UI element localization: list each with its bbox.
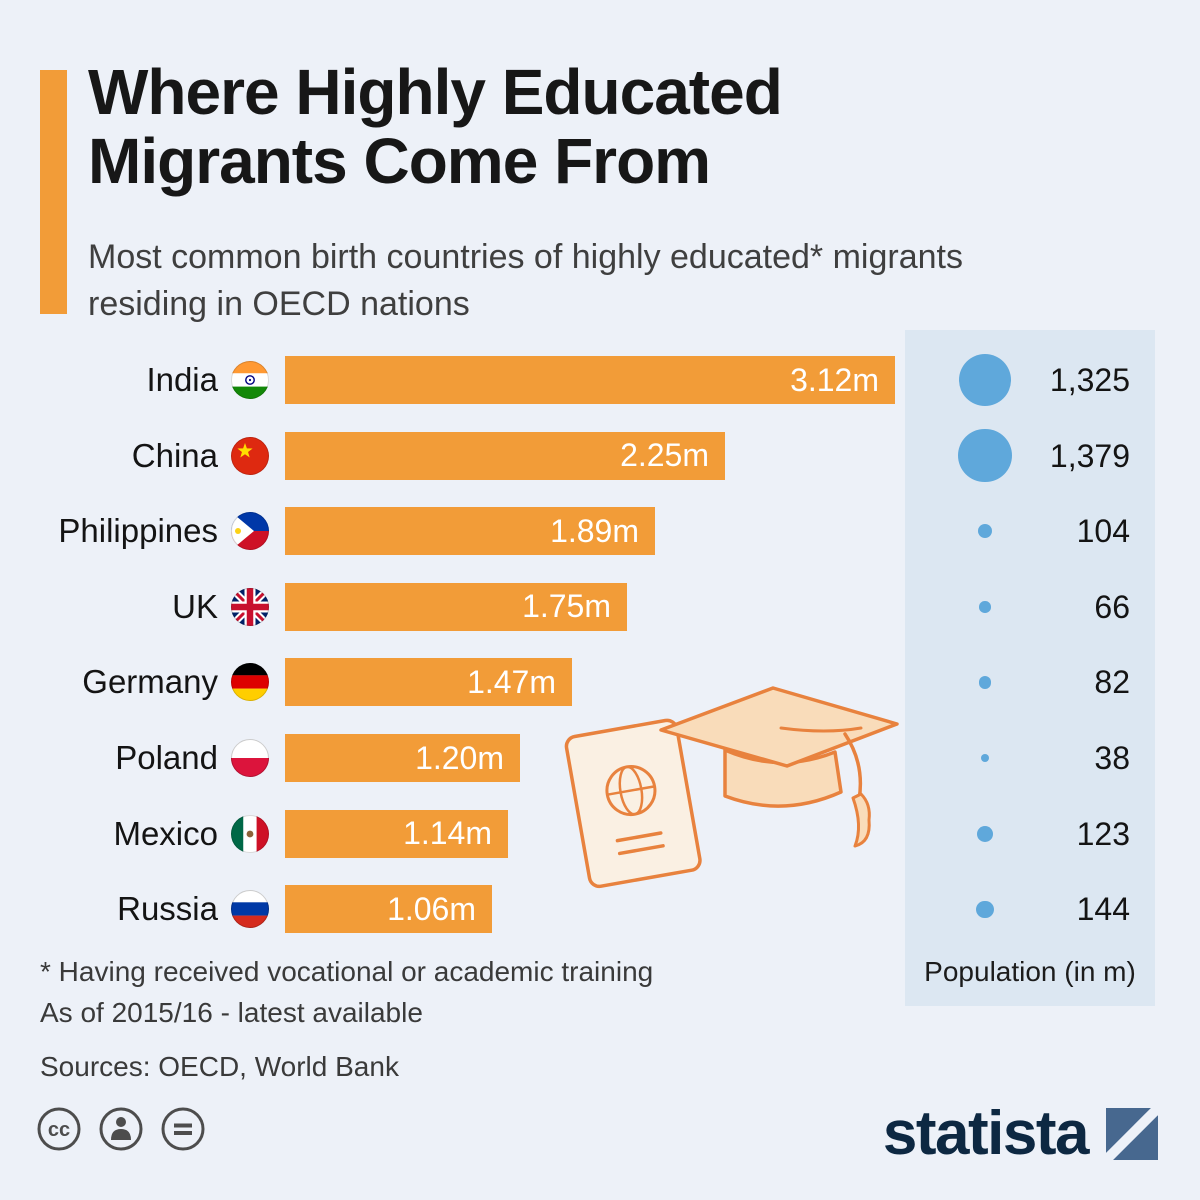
attribution-person-icon[interactable] xyxy=(98,1106,144,1152)
population-bubble xyxy=(979,600,991,613)
bubble-cell xyxy=(905,507,1065,555)
country-label: UK xyxy=(172,587,218,625)
table-row-mexico: Mexico 1.14m 123 xyxy=(0,809,1200,858)
bar-value: 1.14m xyxy=(403,815,492,852)
page-title: Where Highly Educated Migrants Come From xyxy=(88,56,783,198)
footnote-sources: Sources: OECD, World Bank xyxy=(40,1051,399,1083)
germany-flag-icon xyxy=(231,663,269,702)
country-label: China xyxy=(131,436,218,474)
mexico-flag-icon xyxy=(231,814,269,853)
table-row-philippines: Philippines 1.89m 104 xyxy=(0,507,1200,556)
population-value: 144 xyxy=(1076,891,1130,928)
bubble-cell xyxy=(905,734,1065,782)
statista-logo-text: statista xyxy=(882,1099,1090,1168)
table-row-germany: Germany 1.47m 82 xyxy=(0,658,1200,707)
title-line-2: Migrants Come From xyxy=(88,125,711,198)
passport-illustration xyxy=(564,718,702,889)
population-column-label: Population (in m) xyxy=(924,956,1136,987)
india-flag-icon xyxy=(231,361,269,399)
bar-value: 1.75m xyxy=(522,588,611,625)
table-row-poland: Poland 1.20m 38 xyxy=(0,734,1200,782)
population-bubble xyxy=(978,675,992,689)
country-label: Russia xyxy=(117,890,218,928)
title-line-1: Where Highly Educated xyxy=(88,56,783,128)
bar-poland: 1.20m xyxy=(285,734,520,782)
population-bubble xyxy=(958,353,1012,407)
population-value: 104 xyxy=(1076,513,1130,550)
bar-india: 3.12m xyxy=(285,356,895,404)
table-row-uk: UK 1.75m 66 xyxy=(0,582,1200,631)
uk-flag-icon xyxy=(231,587,269,626)
bubble-cell xyxy=(905,658,1065,706)
title-accent-bar xyxy=(40,70,67,314)
population-value: 1,379 xyxy=(1049,437,1130,474)
bar-china: 2.25m xyxy=(285,431,725,480)
population-value: 66 xyxy=(1094,588,1130,625)
passport-and-graduation-cap-illustration xyxy=(564,686,899,889)
population-value: 123 xyxy=(1076,815,1130,852)
population-bubble xyxy=(980,753,990,763)
bar-russia: 1.06m xyxy=(285,885,492,934)
population-value: 1,325 xyxy=(1049,362,1130,398)
country-label: Mexico xyxy=(113,814,218,852)
country-label: Philippines xyxy=(58,512,218,550)
footnote-date: As of 2015/16 - latest available xyxy=(40,996,423,1028)
country-label: India xyxy=(146,361,218,398)
bar-value: 1.89m xyxy=(550,512,639,549)
philippines-flag-icon xyxy=(231,512,269,551)
poland-flag-icon xyxy=(231,739,269,777)
population-value: 82 xyxy=(1094,664,1130,701)
statista-logo[interactable]: statista xyxy=(883,1098,1158,1169)
bar-value: 3.12m xyxy=(790,361,879,398)
graduation-cap-illustration xyxy=(659,686,899,848)
table-row-china: China 2.25m 1,379 xyxy=(0,429,1200,483)
table-row-russia: Russia 1.06m 144 xyxy=(0,885,1200,934)
russia-flag-icon xyxy=(231,890,269,929)
bar-mexico: 1.14m xyxy=(285,809,508,858)
bubble-cell xyxy=(905,353,1065,407)
country-label: Germany xyxy=(82,663,218,701)
bar-value: 1.06m xyxy=(387,890,476,927)
footnote-asterisk: * Having received vocational or academic… xyxy=(40,956,654,987)
population-value: 38 xyxy=(1094,740,1130,776)
bubble-cell xyxy=(905,429,1065,483)
bubble-cell xyxy=(905,885,1065,933)
bar-uk: 1.75m xyxy=(285,582,627,631)
bar-value: 2.25m xyxy=(620,437,709,474)
table-row-india: India 3.12m 1,325 xyxy=(0,353,1200,407)
bar-value: 1.20m xyxy=(415,739,504,776)
bar-value: 1.47m xyxy=(467,663,556,700)
statista-logo-mark-icon xyxy=(1106,1107,1158,1160)
bubble-cell xyxy=(905,583,1065,631)
population-bubble xyxy=(977,523,993,539)
bubble-cell xyxy=(905,810,1065,858)
page-subtitle: Most common birth countries of highly ed… xyxy=(88,238,963,323)
footnotes: * Having received vocational or academic… xyxy=(40,952,653,1088)
china-flag-icon xyxy=(231,436,269,475)
cc-icon[interactable]: cc xyxy=(36,1106,82,1152)
population-bubble xyxy=(976,900,994,918)
bar-germany: 1.47m xyxy=(285,658,572,707)
population-bubble xyxy=(958,429,1012,483)
country-label: Poland xyxy=(115,739,218,776)
svg-text:cc: cc xyxy=(48,1119,70,1141)
creative-commons-license[interactable]: cc xyxy=(36,1106,206,1152)
no-derivatives-equals-icon[interactable] xyxy=(160,1106,206,1152)
population-column-band xyxy=(905,330,1155,1006)
bar-philippines: 1.89m xyxy=(285,507,655,556)
population-bubble xyxy=(977,825,993,842)
